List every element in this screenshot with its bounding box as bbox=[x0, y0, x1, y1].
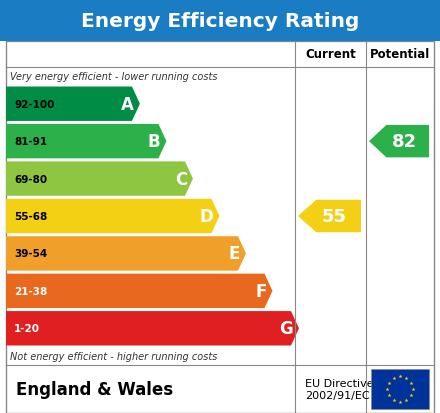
Polygon shape bbox=[298, 200, 361, 233]
Text: 55-68: 55-68 bbox=[14, 211, 47, 221]
Text: Potential: Potential bbox=[370, 48, 430, 62]
Polygon shape bbox=[369, 126, 429, 158]
Polygon shape bbox=[6, 125, 166, 159]
Polygon shape bbox=[6, 162, 193, 196]
Bar bbox=[6, 42, 434, 413]
Polygon shape bbox=[6, 237, 246, 271]
Text: D: D bbox=[200, 207, 213, 225]
Text: 39-54: 39-54 bbox=[14, 249, 47, 259]
Bar bbox=[371, 369, 429, 409]
Polygon shape bbox=[6, 311, 299, 346]
Text: 21-38: 21-38 bbox=[14, 286, 47, 296]
Bar bbox=[0, 0, 440, 42]
Text: Not energy efficient - higher running costs: Not energy efficient - higher running co… bbox=[10, 351, 217, 361]
Text: 1-20: 1-20 bbox=[14, 323, 40, 333]
Text: B: B bbox=[148, 133, 161, 151]
Text: F: F bbox=[255, 282, 267, 300]
Text: Current: Current bbox=[305, 48, 356, 62]
Text: E: E bbox=[229, 245, 240, 263]
Text: 82: 82 bbox=[392, 133, 417, 151]
Polygon shape bbox=[6, 199, 220, 234]
Text: Very energy efficient - lower running costs: Very energy efficient - lower running co… bbox=[10, 72, 217, 82]
Text: C: C bbox=[175, 170, 187, 188]
Text: A: A bbox=[121, 95, 134, 114]
Text: 55: 55 bbox=[322, 207, 347, 225]
Text: England & Wales: England & Wales bbox=[16, 380, 173, 398]
Text: 92-100: 92-100 bbox=[14, 100, 55, 109]
Text: 2002/91/EC: 2002/91/EC bbox=[305, 390, 370, 400]
Text: 69-80: 69-80 bbox=[14, 174, 47, 184]
Text: EU Directive: EU Directive bbox=[305, 378, 374, 388]
Text: 81-91: 81-91 bbox=[14, 137, 47, 147]
Polygon shape bbox=[6, 274, 272, 309]
Text: G: G bbox=[279, 320, 293, 337]
Text: Energy Efficiency Rating: Energy Efficiency Rating bbox=[81, 12, 359, 31]
Polygon shape bbox=[6, 87, 140, 122]
